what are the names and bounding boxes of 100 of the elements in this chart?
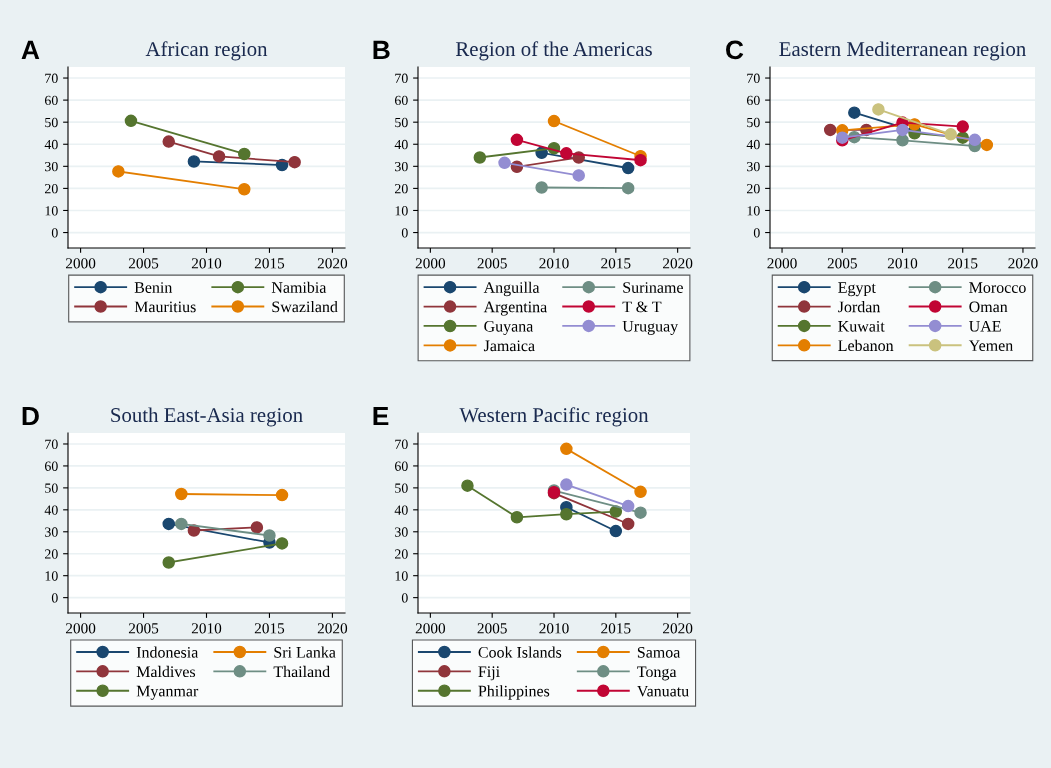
text: D: [22, 406, 39, 426]
legend-label: Thailand: [273, 665, 330, 678]
y-tick-label: 10: [45, 206, 58, 216]
y-tick-label: 70: [45, 439, 58, 449]
y-tick-label: 50: [45, 483, 58, 493]
legend-label: Vanuatu: [637, 685, 689, 697]
x-tick-label: 2020: [1008, 258, 1038, 269]
legend-label: Anguilla: [483, 281, 540, 297]
y-tick-label: 60: [394, 95, 408, 106]
y-tick-label: 60: [394, 461, 408, 471]
y-tick-label: 40: [44, 139, 58, 150]
chart-title: South East-Asia region: [111, 407, 303, 427]
x-tick-label: 2000: [65, 623, 96, 634]
legend-label: Oman: [969, 301, 1008, 313]
y-tick-label: 30: [395, 527, 408, 537]
y-tick-label: 50: [45, 117, 58, 128]
y-tick-label: 30: [747, 161, 760, 172]
x-tick-label: 2000: [415, 258, 446, 269]
legend-label: Kuwait: [838, 320, 885, 332]
y-tick-label: 60: [746, 95, 760, 106]
y-tick-label: 60: [44, 461, 58, 471]
y-tick-label: 0: [51, 228, 58, 238]
y-tick-label: 50: [395, 117, 408, 128]
x-tick-label: 2015: [601, 258, 631, 269]
chart-title: African region: [145, 41, 268, 61]
y-tick-label: 50: [747, 117, 760, 128]
x-tick-label: 2010: [539, 258, 569, 269]
legend-label: Benin: [134, 282, 173, 293]
y-tick-label: 0: [401, 228, 408, 238]
text: A: [21, 40, 40, 59]
text: E: [373, 406, 389, 426]
chart-title: Eastern Mediterranean region: [779, 41, 1026, 61]
text: C: [726, 40, 744, 60]
chart-title: Region of the Americas: [455, 41, 652, 61]
legend-label: UAE: [969, 320, 1001, 332]
y-tick-label: 0: [51, 593, 58, 603]
x-tick-label: 2010: [539, 623, 569, 634]
x-tick-label: 2005: [128, 258, 159, 269]
y-tick-label: 70: [747, 73, 760, 83]
text: B: [373, 40, 390, 59]
legend-label: Maldives: [136, 665, 196, 678]
x-tick-label: 2005: [477, 623, 507, 634]
y-tick-label: 30: [45, 161, 58, 172]
y-tick-label: 20: [395, 549, 408, 559]
legend-label: Swaziland: [272, 301, 338, 313]
y-tick-label: 10: [395, 571, 408, 581]
y-tick-label: 40: [394, 505, 408, 515]
legend-label: Suriname: [623, 282, 683, 293]
legend-label: Sri Lanka: [274, 646, 336, 658]
legend-label: Tonga: [637, 666, 677, 681]
y-tick-label: 10: [747, 206, 760, 216]
y-tick-label: 60: [44, 95, 58, 106]
y-tick-label: 10: [395, 206, 408, 216]
legend-label: Morocco: [969, 282, 1026, 293]
y-tick-label: 70: [395, 73, 408, 83]
y-tick-label: 30: [45, 527, 58, 537]
x-tick-label: 2015: [254, 623, 285, 634]
legend-label: Indonesia: [136, 646, 199, 658]
legend-label: Uruguay: [622, 321, 679, 335]
legend-label: Cook Islands: [478, 646, 562, 658]
y-tick-label: 50: [395, 483, 408, 493]
legend-label: T & T: [622, 301, 662, 313]
x-tick-label: 2005: [477, 258, 507, 269]
x-tick-label: 2015: [601, 623, 631, 634]
y-tick-label: 40: [44, 505, 58, 515]
legend-label: Philippines: [478, 685, 550, 700]
y-tick-label: 30: [395, 161, 408, 172]
legend-label: Guyana: [484, 320, 534, 335]
legend-label: Jamaica: [483, 340, 535, 352]
legend-label: Fiji: [478, 666, 500, 681]
legend-label: Lebanon: [838, 339, 894, 352]
y-tick-label: 70: [45, 73, 58, 83]
x-tick-label: 2005: [827, 258, 857, 269]
y-tick-label: 70: [395, 439, 408, 449]
y-tick-label: 20: [45, 183, 58, 194]
legend-label: Argentina: [483, 301, 547, 316]
x-tick-label: 2005: [128, 623, 159, 634]
legend-label: Egypt: [838, 282, 876, 297]
y-tick-label: 10: [45, 571, 58, 581]
y-tick-label: 40: [394, 139, 408, 150]
x-tick-label: 2010: [191, 258, 222, 269]
x-tick-label: 2020: [317, 623, 348, 634]
x-tick-label: 2000: [767, 258, 797, 269]
legend-label: Namibia: [271, 281, 327, 293]
y-tick-label: 40: [746, 139, 760, 150]
x-tick-label: 2000: [65, 258, 96, 269]
x-tick-label: 2020: [317, 258, 348, 269]
x-tick-label: 2015: [948, 258, 978, 269]
x-tick-label: 2015: [254, 258, 285, 269]
x-tick-label: 2020: [663, 623, 693, 634]
y-tick-label: 0: [401, 593, 408, 603]
x-tick-label: 2020: [663, 258, 693, 269]
legend-label: Yemen: [968, 340, 1013, 351]
y-tick-label: 20: [45, 549, 58, 559]
legend-label: Samoa: [637, 646, 681, 658]
y-tick-label: 0: [753, 228, 760, 238]
legend-label: Myanmar: [136, 685, 199, 700]
x-tick-label: 2010: [191, 623, 222, 634]
chart-title: Western Pacific region: [459, 407, 649, 427]
x-tick-label: 2010: [887, 258, 918, 269]
